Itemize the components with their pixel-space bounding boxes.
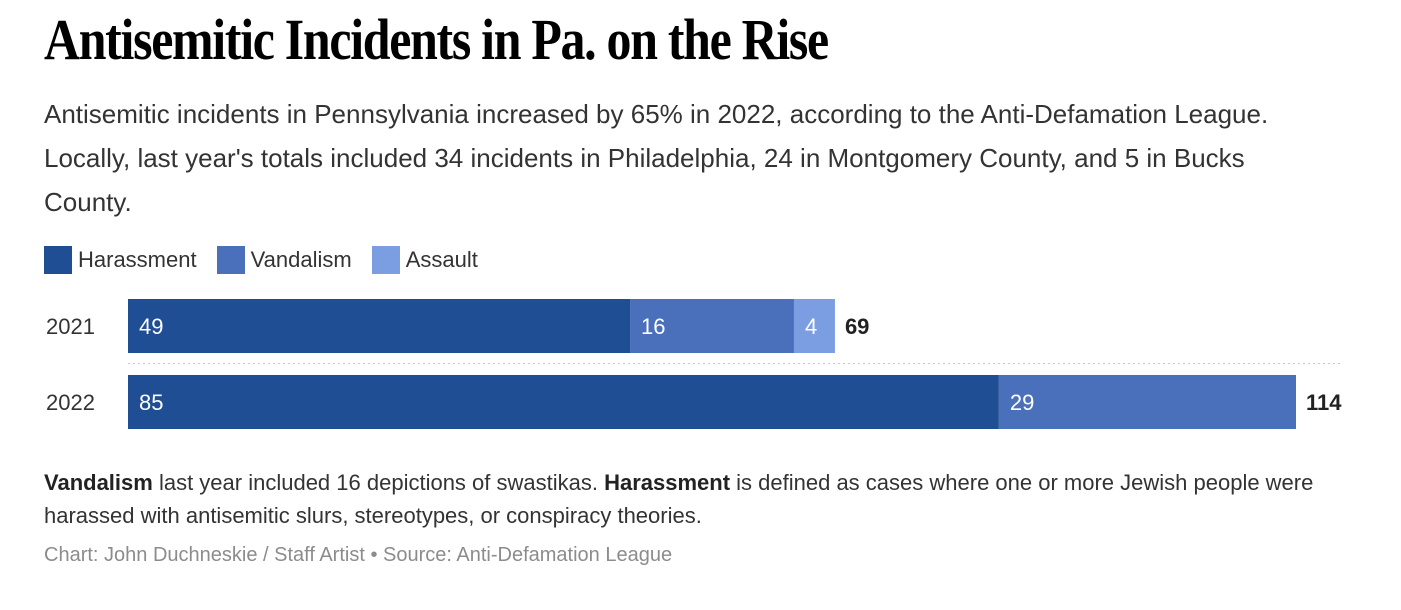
value-label-vandalism-2022: 29 xyxy=(1010,390,1034,415)
note-term-vandalism: Vandalism xyxy=(44,470,153,495)
stacked-bar-chart: 2021 49 16 4 69 2022 85 29 114 xyxy=(46,299,1342,429)
chart-note: Vandalism last year included 16 depictio… xyxy=(44,466,1334,532)
bar-harassment-2022 xyxy=(128,375,999,429)
legend-label-harassment: Harassment xyxy=(78,247,197,272)
legend-item-assault: Assault xyxy=(371,246,478,274)
value-label-assault-2021: 4 xyxy=(805,314,817,339)
legend-item-harassment: Harassment xyxy=(44,246,197,274)
legend-swatch-assault xyxy=(371,246,400,274)
note-text-2: is defined as cases where one or more Je… xyxy=(44,470,1314,528)
chart-subtitle: Antisemitic incidents in Pennsylvania in… xyxy=(44,99,1269,217)
chart-title: Antisemitic Incidents in Pa. on the Rise xyxy=(44,7,829,72)
total-label-2021: 69 xyxy=(845,314,869,339)
value-label-harassment-2022: 85 xyxy=(139,390,163,415)
note-text-1: last year included 16 depictions of swas… xyxy=(152,470,605,495)
legend-item-vandalism: Vandalism xyxy=(216,246,352,274)
legend: Harassment Vandalism Assault xyxy=(44,245,498,275)
value-label-vandalism-2021: 16 xyxy=(641,314,665,339)
bar-vandalism-2021 xyxy=(630,299,794,353)
bar-vandalism-2022 xyxy=(998,375,1296,429)
chart-credit: Chart: John Duchneskie / Staff Artist • … xyxy=(44,544,673,566)
value-label-harassment-2021: 49 xyxy=(139,314,163,339)
legend-label-vandalism: Vandalism xyxy=(250,247,352,272)
category-label-2021: 2021 xyxy=(46,314,95,339)
bar-assault-2021 xyxy=(793,299,835,353)
legend-swatch-harassment xyxy=(44,246,72,274)
note-term-harassment: Harassment xyxy=(604,470,731,495)
bar-harassment-2021 xyxy=(128,299,631,353)
legend-label-assault: Assault xyxy=(405,247,478,272)
total-label-2022: 114 xyxy=(1306,390,1342,415)
category-label-2022: 2022 xyxy=(46,390,95,415)
legend-swatch-vandalism xyxy=(216,246,245,274)
